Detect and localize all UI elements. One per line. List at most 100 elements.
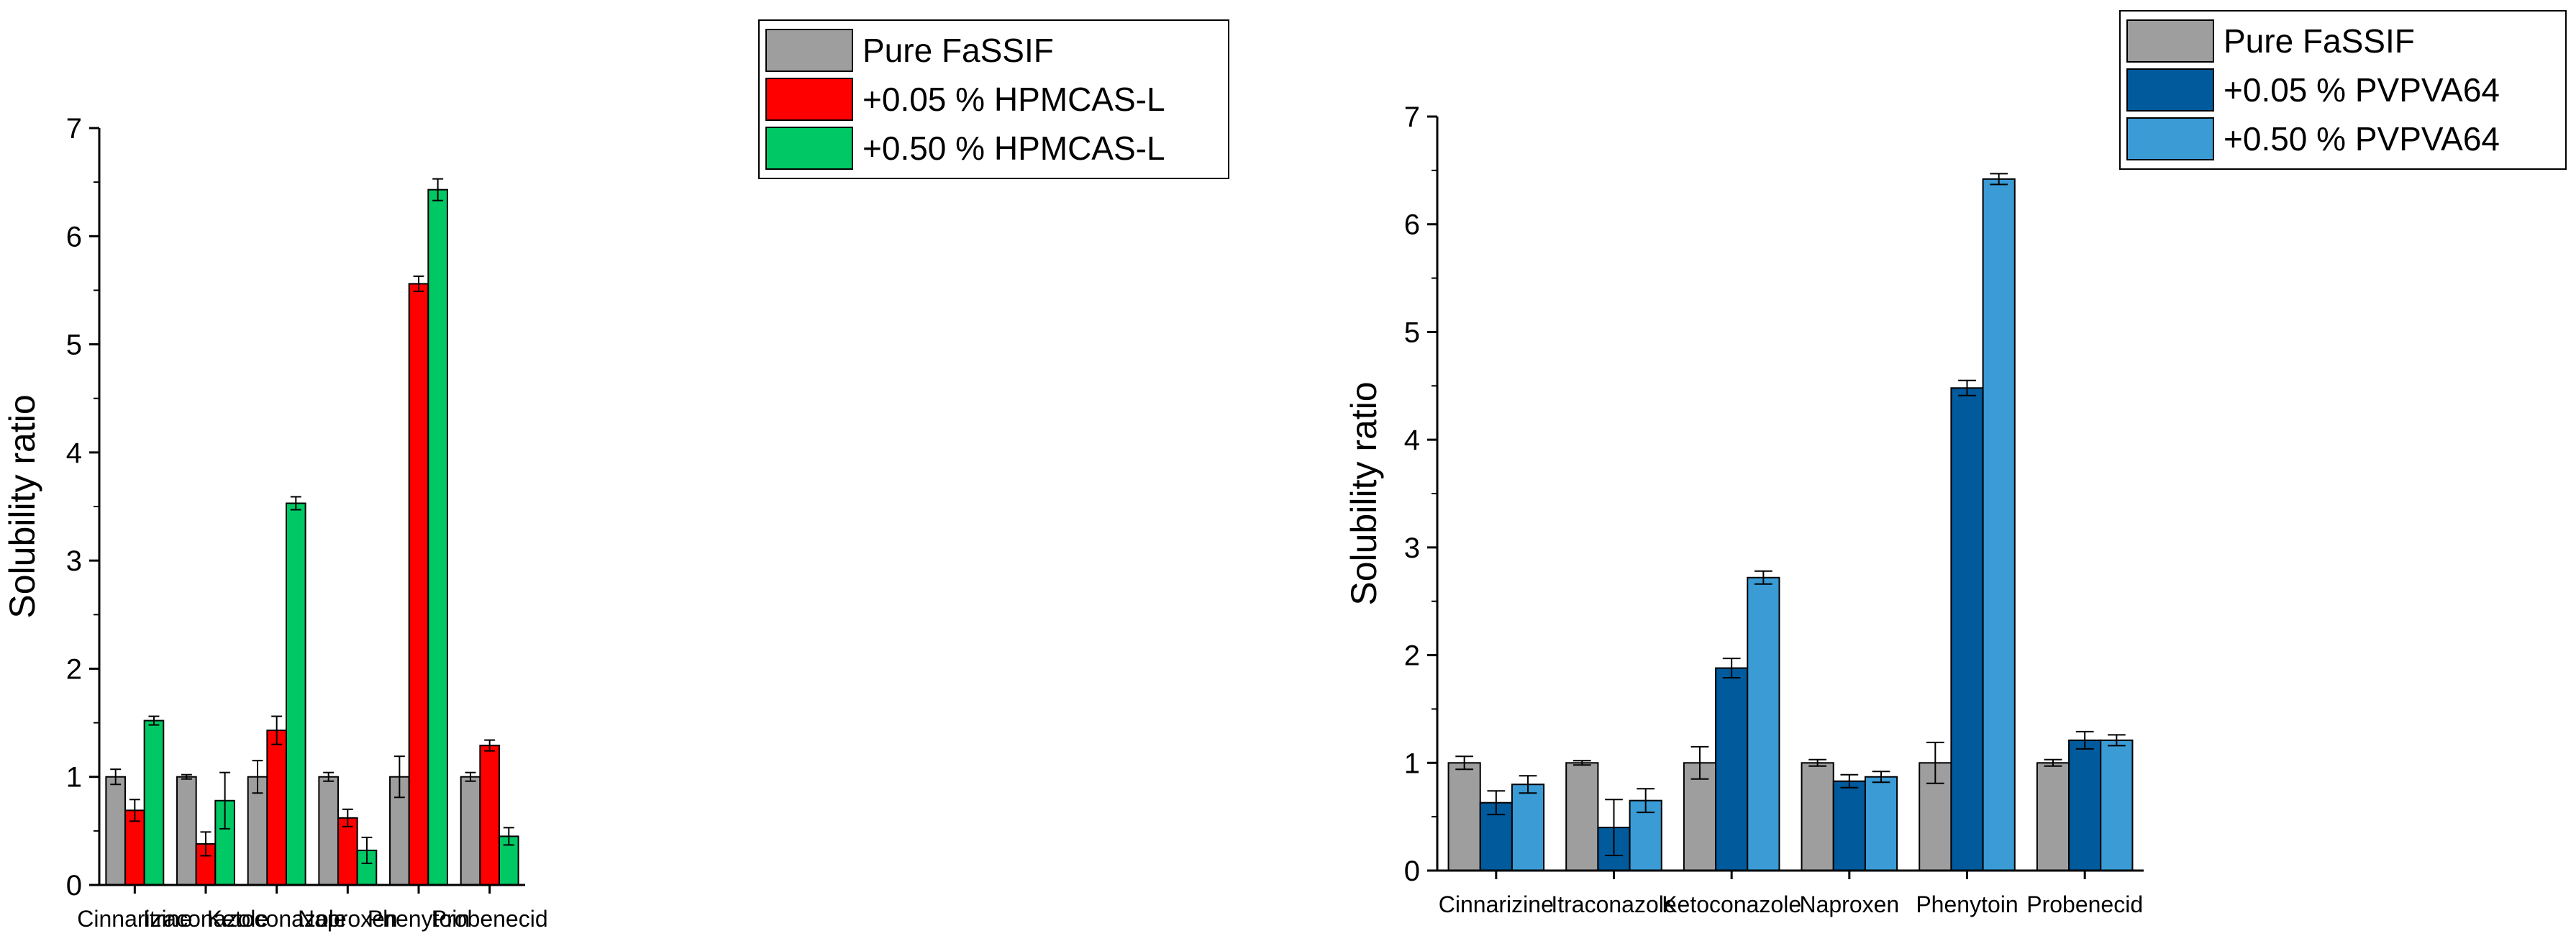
x-category-label-ketoconazole: Ketoconazole (1662, 891, 1801, 917)
x-category-label-cinnarizine: Cinnarizine (77, 906, 192, 932)
bar-cinnarizine-s2 (1511, 784, 1545, 871)
x-category-label-phenytoin: Phenytoin (368, 906, 470, 932)
y-tick-label-3: 3 (66, 545, 82, 577)
x-category-label-itraconazole: Itraconazole (143, 906, 268, 932)
error-bar-probenecid-s1 (2075, 730, 2094, 750)
error-bar-itraconazole-s1 (1605, 799, 1623, 857)
x-category-label-naproxen: Naproxen (298, 906, 398, 932)
error-bar-ketoconazole-s0 (1690, 745, 1709, 780)
legend-swatch-s2 (2126, 117, 2214, 160)
bar-cinnarizine-s0 (105, 776, 127, 886)
y-tick-label-1: 1 (66, 762, 82, 794)
error-bar-naproxen-s2 (1872, 771, 1890, 784)
error-bar-probenecid-s0 (2044, 758, 2062, 767)
error-bar-itraconazole-s0 (1573, 760, 1591, 766)
bar-naproxen-s1 (1832, 780, 1866, 872)
error-bar-naproxen-s2 (361, 836, 373, 864)
legend-label-s1: +0.05 % PVPVA64 (2224, 71, 2500, 109)
legend-swatch-s1 (2126, 68, 2214, 112)
bar-probenecid-s2 (2100, 739, 2134, 871)
legend-label-s0: Pure FaSSIF (2224, 22, 2415, 60)
x-category-label-cinnarizine: Cinnarizine (1439, 891, 1554, 917)
error-bar-probenecid-s2 (2107, 734, 2126, 747)
error-bar-cinnarizine-s1 (129, 799, 140, 822)
y-tick-label-2: 2 (66, 653, 82, 685)
error-bar-ketoconazole-s1 (1722, 658, 1741, 679)
bar-ketoconazole-s2 (1747, 576, 1780, 872)
error-bar-cinnarizine-s2 (1519, 775, 1537, 794)
bar-phenytoin-s2 (1982, 178, 2016, 871)
bar-itraconazole-s0 (1565, 762, 1599, 872)
x-category-label-ketoconazole: Ketoconazole (207, 906, 347, 932)
error-bar-naproxen-s0 (1808, 758, 1827, 767)
bar-ketoconazole-s1 (1715, 667, 1749, 872)
error-bar-phenytoin-s0 (1926, 741, 1944, 784)
y-tick-label-7: 7 (1404, 101, 1420, 133)
error-bar-ketoconazole-s0 (252, 760, 263, 794)
y-tick-label-7: 7 (66, 113, 82, 145)
y-axis-title: Solubility ratio (1344, 381, 1384, 605)
bar-cinnarizine-s2 (143, 719, 165, 886)
y-tick-label-1: 1 (1404, 748, 1420, 779)
error-bar-ketoconazole-s2 (1754, 570, 1772, 585)
x-category-label-probenecid: Probenecid (432, 906, 548, 932)
y-tick-label-4: 4 (1404, 424, 1420, 456)
x-category-label-itraconazole: Itraconazole (1551, 891, 1676, 917)
bar-ketoconazole-s2 (285, 502, 306, 886)
error-bar-cinnarizine-s1 (1487, 790, 1506, 816)
error-bar-itraconazole-s2 (219, 771, 231, 830)
bar-phenytoin-s1 (408, 283, 429, 886)
y-axis-title: Solubility ratio (2, 394, 42, 618)
chart-pvpva64: 0 1 2 3 4 5 6 7 CinnarizineItraconazoleKetoconaz… (1344, 10, 2567, 917)
y-tick-label-6: 6 (1404, 209, 1420, 241)
legend-swatch-s1 (765, 78, 853, 121)
error-bar-phenytoin-s1 (1958, 379, 1976, 396)
error-bar-probenecid-s0 (465, 771, 476, 782)
x-category-label-phenytoin: Phenytoin (1916, 891, 2018, 917)
bar-itraconazole-s0 (176, 776, 197, 886)
error-bar-phenytoin-s2 (432, 178, 444, 201)
bar-naproxen-s0 (1801, 762, 1834, 872)
bar-naproxen-s2 (1864, 776, 1898, 871)
legend-swatch-s2 (765, 127, 853, 170)
error-bar-ketoconazole-s1 (271, 715, 283, 745)
error-bar-itraconazole-s0 (181, 773, 192, 780)
bar-phenytoin-s2 (427, 189, 448, 886)
error-bar-cinnarizine-s0 (110, 768, 122, 786)
legend-swatch-s0 (2126, 19, 2214, 63)
bar-probenecid-s0 (2036, 762, 2070, 872)
bar-phenytoin-s1 (1950, 387, 1984, 871)
y-tick-label-4: 4 (66, 437, 82, 469)
error-bar-naproxen-s1 (342, 808, 353, 827)
error-bar-itraconazole-s1 (200, 831, 211, 857)
bar-ketoconazole-s1 (266, 730, 287, 886)
y-tick-label-5: 5 (1404, 317, 1420, 348)
error-bar-cinnarizine-s0 (1455, 755, 1474, 771)
y-tick-label-3: 3 (1404, 532, 1420, 564)
bar-naproxen-s1 (337, 817, 358, 886)
legend: Pure FaSSIF +0.05 % HPMCAS-L +0.50 % HPMCA… (758, 19, 1229, 179)
error-bar-naproxen-s1 (1840, 773, 1859, 789)
legend-label-s1: +0.05 % HPMCAS-L (863, 81, 1165, 118)
y-tick-label-0: 0 (1404, 855, 1420, 887)
y-tick-label-2: 2 (1404, 640, 1420, 672)
legend-label-s2: +0.50 % PVPVA64 (2224, 120, 2500, 158)
legend-label-s2: +0.50 % HPMCAS-L (863, 130, 1165, 167)
bar-naproxen-s0 (318, 776, 340, 886)
bar-cinnarizine-s0 (1447, 762, 1481, 872)
x-category-label-naproxen: Naproxen (1799, 891, 1899, 917)
error-bar-phenytoin-s2 (1990, 173, 2008, 186)
bar-probenecid-s0 (460, 776, 481, 886)
error-bar-itraconazole-s2 (1637, 788, 1655, 814)
error-bar-phenytoin-s1 (413, 275, 424, 292)
y-tick-label-6: 6 (66, 221, 82, 253)
error-bar-naproxen-s0 (323, 771, 334, 782)
chart-hpmcas: 0 1 2 3 4 5 6 7 CinnarizineItraconazoleKetoconaz… (2, 19, 1229, 932)
legend-label-s0: Pure FaSSIF (863, 32, 1054, 69)
bar-probenecid-s1 (2068, 739, 2102, 871)
error-bar-probenecid-s1 (484, 739, 496, 752)
bar-probenecid-s1 (479, 745, 500, 886)
y-tick-label-0: 0 (66, 870, 82, 902)
